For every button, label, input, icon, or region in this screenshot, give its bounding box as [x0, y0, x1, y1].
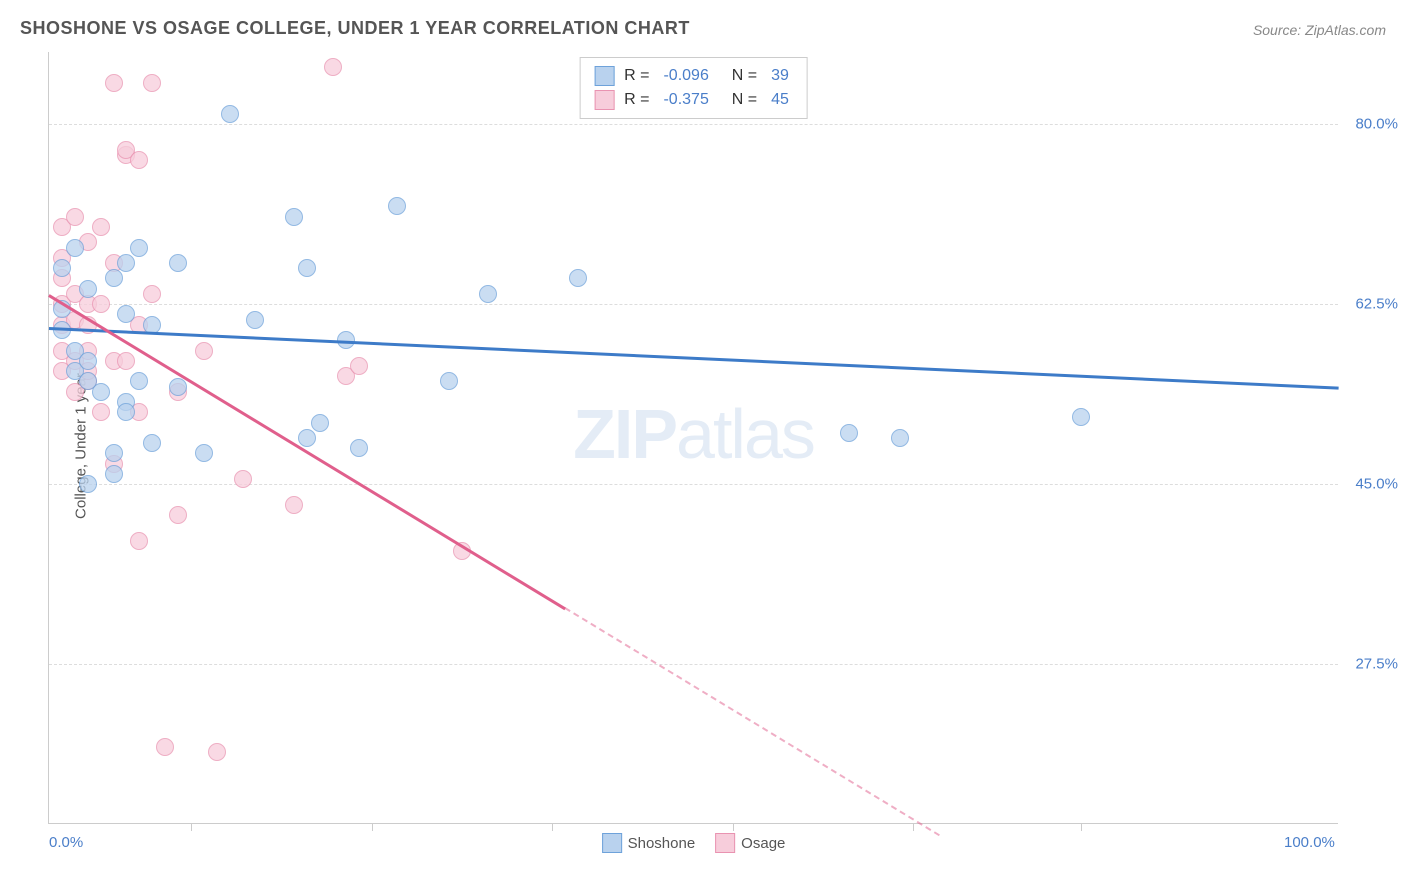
- scatter-point: [195, 342, 213, 360]
- legend-label: Osage: [741, 835, 785, 852]
- scatter-point: [66, 208, 84, 226]
- x-tick: [733, 823, 734, 831]
- stats-row: R = -0.375 N = 45: [594, 88, 793, 112]
- scatter-point: [92, 383, 110, 401]
- scatter-point: [234, 470, 252, 488]
- source-attribution: Source: ZipAtlas.com: [1253, 22, 1386, 38]
- scatter-point: [208, 743, 226, 761]
- legend-label: Shoshone: [628, 835, 696, 852]
- scatter-point: [298, 259, 316, 277]
- scatter-point: [285, 208, 303, 226]
- legend: Shoshone Osage: [602, 833, 786, 853]
- x-tick: [191, 823, 192, 831]
- scatter-point: [130, 372, 148, 390]
- scatter-point: [350, 439, 368, 457]
- stats-box: R = -0.096 N = 39 R = -0.375 N = 45: [579, 57, 808, 119]
- gridline-horizontal: [49, 304, 1338, 305]
- gridline-horizontal: [49, 664, 1338, 665]
- scatter-point: [169, 254, 187, 272]
- series-swatch: [594, 66, 614, 86]
- scatter-point: [221, 105, 239, 123]
- scatter-point: [569, 269, 587, 287]
- scatter-point: [388, 197, 406, 215]
- stats-n-label: N =: [723, 91, 757, 109]
- stats-n-label: N =: [723, 67, 757, 85]
- scatter-point: [79, 280, 97, 298]
- scatter-point: [66, 239, 84, 257]
- scatter-point: [285, 496, 303, 514]
- x-tick: [1081, 823, 1082, 831]
- scatter-point: [79, 352, 97, 370]
- scatter-point: [130, 239, 148, 257]
- gridline-horizontal: [49, 124, 1338, 125]
- scatter-point: [92, 218, 110, 236]
- y-tick-label: 80.0%: [1343, 116, 1398, 133]
- legend-item: Shoshone: [602, 833, 696, 853]
- scatter-point: [298, 429, 316, 447]
- scatter-point: [169, 378, 187, 396]
- scatter-point: [105, 269, 123, 287]
- scatter-point: [105, 465, 123, 483]
- stats-n-value: 39: [771, 67, 789, 85]
- scatter-point: [117, 403, 135, 421]
- scatter-point: [130, 532, 148, 550]
- x-tick: [372, 823, 373, 831]
- x-tick: [913, 823, 914, 831]
- scatter-point: [440, 372, 458, 390]
- scatter-point: [169, 506, 187, 524]
- scatter-point: [891, 429, 909, 447]
- scatter-point: [105, 444, 123, 462]
- stats-n-value: 45: [771, 91, 789, 109]
- scatter-point: [195, 444, 213, 462]
- chart-container: SHOSHONE VS OSAGE COLLEGE, UNDER 1 YEAR …: [0, 0, 1406, 892]
- scatter-point: [143, 434, 161, 452]
- stats-r-value: -0.375: [663, 91, 708, 109]
- stats-row: R = -0.096 N = 39: [594, 64, 793, 88]
- scatter-point: [105, 74, 123, 92]
- trend-line: [49, 327, 1339, 389]
- scatter-point: [53, 259, 71, 277]
- y-tick-label: 27.5%: [1343, 656, 1398, 673]
- scatter-point: [79, 475, 97, 493]
- scatter-point: [1072, 408, 1090, 426]
- scatter-point: [350, 357, 368, 375]
- stats-r-value: -0.096: [663, 67, 708, 85]
- scatter-point: [156, 738, 174, 756]
- watermark: ZIPatlas: [573, 394, 814, 474]
- scatter-point: [143, 285, 161, 303]
- scatter-point: [117, 352, 135, 370]
- chart-title: SHOSHONE VS OSAGE COLLEGE, UNDER 1 YEAR …: [20, 18, 690, 39]
- scatter-point: [92, 403, 110, 421]
- legend-swatch: [715, 833, 735, 853]
- series-swatch: [594, 90, 614, 110]
- scatter-point: [840, 424, 858, 442]
- scatter-point: [311, 414, 329, 432]
- scatter-point: [130, 151, 148, 169]
- scatter-point: [92, 295, 110, 313]
- scatter-point: [117, 305, 135, 323]
- legend-swatch: [602, 833, 622, 853]
- legend-item: Osage: [715, 833, 785, 853]
- y-tick-label: 62.5%: [1343, 296, 1398, 313]
- scatter-point: [479, 285, 497, 303]
- scatter-point: [246, 311, 264, 329]
- plot-area: ZIPatlas R =-0.096 N =39R =-0.375 N =45 …: [48, 52, 1338, 824]
- x-tick-label: 0.0%: [49, 834, 83, 851]
- x-tick: [552, 823, 553, 831]
- scatter-point: [324, 58, 342, 76]
- y-tick-label: 45.0%: [1343, 476, 1398, 493]
- scatter-point: [143, 74, 161, 92]
- scatter-point: [117, 254, 135, 272]
- stats-r-label: R =: [624, 67, 649, 85]
- stats-r-label: R =: [624, 91, 649, 109]
- trend-line-dashed: [564, 607, 939, 836]
- x-tick-label: 100.0%: [1284, 834, 1335, 851]
